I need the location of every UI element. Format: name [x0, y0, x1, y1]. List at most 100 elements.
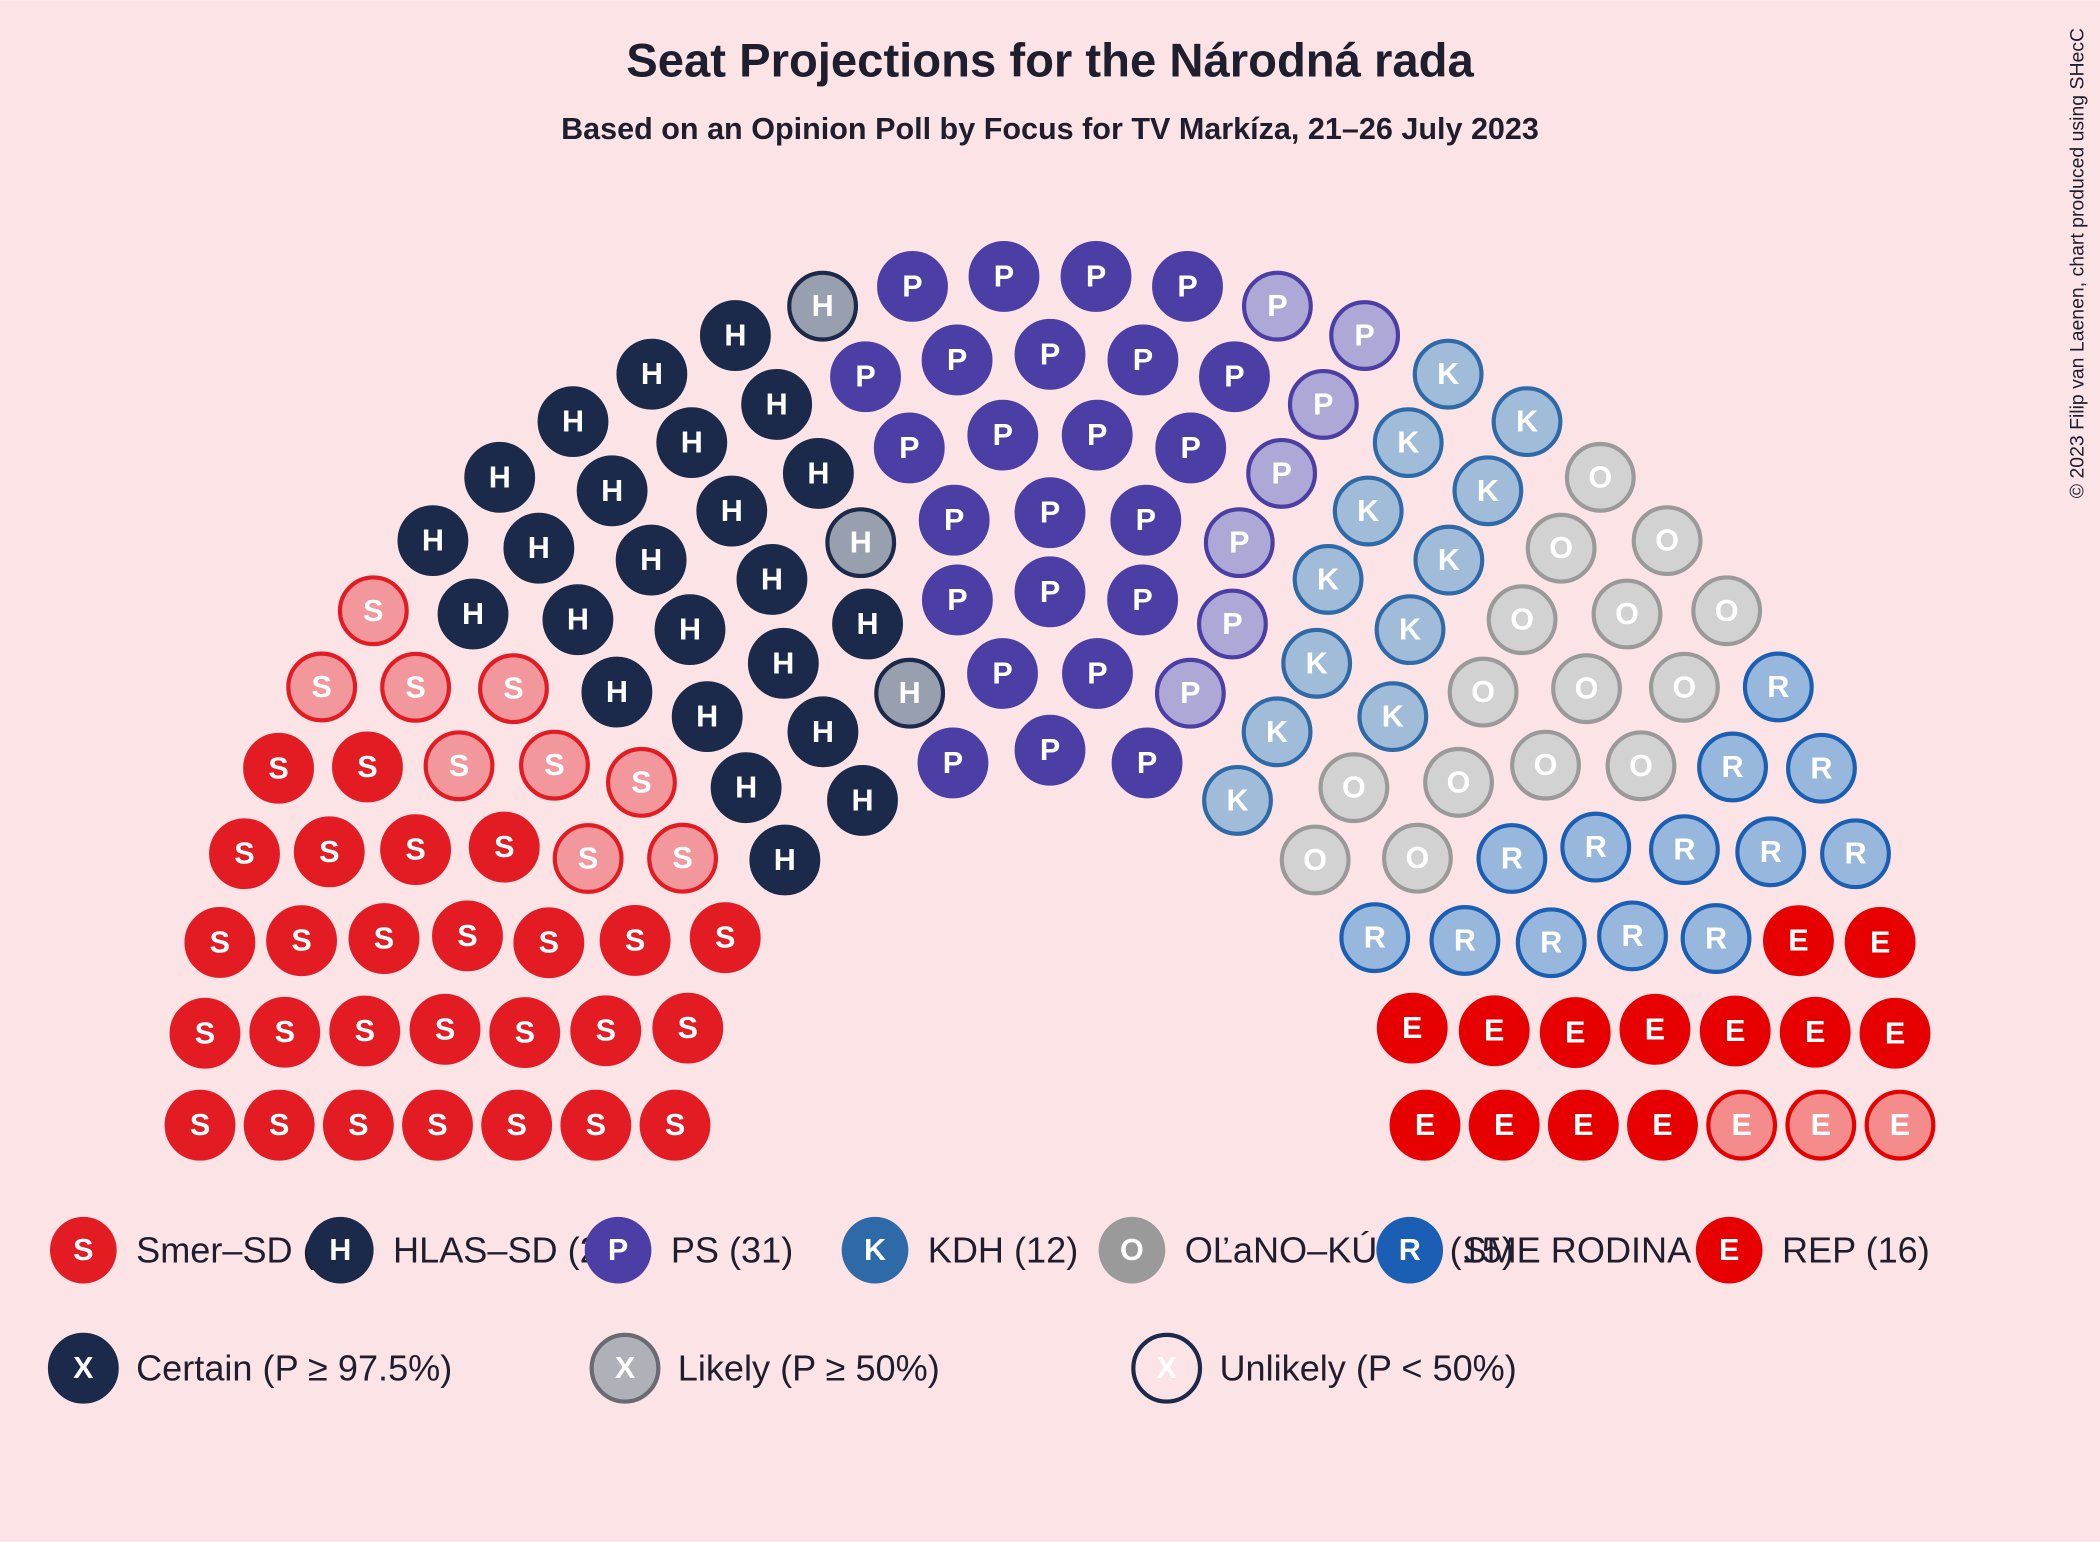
- seat-ps: P: [1064, 640, 1131, 707]
- seat-hlas: H: [466, 444, 533, 511]
- seat-hlas: H: [698, 478, 765, 545]
- svg-text:X: X: [73, 1351, 94, 1385]
- seat-ps: P: [1109, 567, 1176, 634]
- seat-smer: S: [296, 818, 363, 885]
- seat-ps: P: [1201, 343, 1268, 410]
- seat-rodina: R: [1651, 816, 1718, 883]
- seat-olano: O: [1384, 825, 1451, 892]
- seat-ps: P: [1157, 660, 1224, 727]
- seat-ps: P: [1110, 327, 1177, 394]
- seat-hlas: H: [545, 586, 612, 653]
- legend-prob-label: Likely (P ≥ 50%): [678, 1348, 940, 1389]
- seat-kdh: K: [1359, 683, 1426, 750]
- legend-label: REP (16): [1782, 1230, 1930, 1271]
- seat-smer: S: [382, 654, 449, 721]
- seat-rep: E: [1629, 1092, 1696, 1159]
- seat-hlas: H: [579, 457, 646, 524]
- legend-prob-label: Unlikely (P < 50%): [1219, 1348, 1516, 1389]
- seat-ps: P: [1244, 273, 1311, 340]
- svg-text:H: H: [329, 1233, 351, 1267]
- seat-rep: E: [1847, 909, 1914, 976]
- seat-olano: O: [1634, 507, 1701, 574]
- seat-hlas: H: [658, 409, 725, 476]
- seat-rep: E: [1550, 1092, 1617, 1159]
- seat-rep: E: [1867, 1092, 1934, 1159]
- seat-ps: P: [920, 730, 987, 797]
- seat-rodina: R: [1745, 654, 1812, 721]
- seat-rodina: R: [1479, 825, 1546, 892]
- seat-hlas: H: [506, 515, 573, 582]
- seat-olano: O: [1651, 654, 1718, 721]
- seat-kdh: K: [1375, 409, 1442, 476]
- seat-ps: P: [1017, 479, 1084, 546]
- seat-rodina: R: [1683, 905, 1750, 972]
- seat-smer: S: [288, 654, 355, 721]
- seat-hlas: H: [739, 546, 806, 613]
- svg-text:E: E: [1719, 1233, 1739, 1267]
- seat-rodina: R: [1518, 909, 1585, 976]
- seat-hlas: H: [540, 388, 607, 455]
- seat-smer: S: [404, 1092, 471, 1159]
- svg-text:R: R: [1399, 1233, 1421, 1267]
- seat-smer: S: [471, 814, 538, 881]
- seat-kdh: K: [1283, 630, 1350, 697]
- seat-smer: S: [521, 732, 588, 799]
- seat-smer: S: [483, 1092, 550, 1159]
- seat-ps: P: [1157, 415, 1224, 482]
- seat-hlas: H: [713, 754, 780, 821]
- seat-ps: P: [1114, 730, 1181, 797]
- seat-rep: E: [1471, 1092, 1538, 1159]
- seat-ps: P: [1017, 321, 1084, 388]
- seat-ps: P: [924, 327, 991, 394]
- seat-smer: S: [331, 998, 398, 1065]
- legend-label: KDH (12): [928, 1230, 1079, 1271]
- seat-smer: S: [692, 904, 759, 971]
- seat-rep: E: [1542, 999, 1609, 1066]
- seat-smer: S: [602, 907, 669, 974]
- seat-olano: O: [1693, 577, 1760, 644]
- seat-olano: O: [1489, 586, 1556, 653]
- seat-smer: S: [434, 903, 501, 970]
- seat-ps: P: [1154, 253, 1221, 320]
- seat-ps: P: [969, 402, 1036, 469]
- seat-kdh: K: [1377, 596, 1444, 663]
- seat-hlas: H: [876, 660, 943, 727]
- seat-hlas: H: [619, 341, 686, 408]
- seat-hlas: H: [400, 507, 467, 574]
- seat-rep: E: [1379, 995, 1446, 1062]
- seat-rodina: R: [1432, 907, 1499, 974]
- seat-smer: S: [340, 577, 407, 644]
- seat-hlas: H: [743, 371, 810, 438]
- seat-hlas: H: [827, 509, 894, 576]
- seat-hlas: H: [618, 527, 685, 594]
- seat-ps: P: [1112, 487, 1179, 554]
- svg-text:O: O: [1120, 1233, 1144, 1267]
- seat-olano: O: [1567, 444, 1634, 511]
- seat-smer: S: [251, 999, 318, 1066]
- seat-smer: S: [382, 816, 449, 883]
- svg-text:K: K: [864, 1233, 886, 1267]
- seat-smer: S: [351, 905, 418, 972]
- seat-hlas: H: [752, 827, 819, 894]
- seat-rodina: R: [1562, 814, 1629, 881]
- seat-smer: S: [334, 734, 401, 801]
- svg-text:S: S: [73, 1233, 93, 1267]
- seat-hlas: H: [834, 591, 901, 658]
- seat-rodina: R: [1599, 903, 1666, 970]
- seat-rep: E: [1788, 1092, 1855, 1159]
- seat-kdh: K: [1494, 388, 1561, 455]
- seat-kdh: K: [1415, 341, 1482, 408]
- seat-ps: P: [1206, 509, 1273, 576]
- seat-smer: S: [172, 1000, 239, 1067]
- seat-smer: S: [608, 749, 675, 816]
- seat-hlas: H: [790, 699, 857, 766]
- seat-rep: E: [1708, 1092, 1775, 1159]
- seat-olano: O: [1594, 581, 1661, 648]
- chart-svg: Seat Projections for the Národná radaBas…: [0, 0, 2100, 1542]
- seat-rep: E: [1392, 1092, 1459, 1159]
- seat-rodina: R: [1822, 820, 1889, 887]
- seat-smer: S: [515, 909, 582, 976]
- seat-smer: S: [167, 1092, 234, 1159]
- seat-olano: O: [1321, 754, 1388, 821]
- seat-hlas: H: [440, 581, 507, 648]
